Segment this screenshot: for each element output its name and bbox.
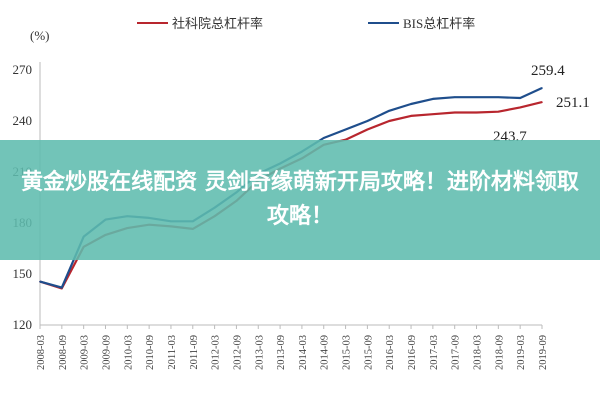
data-point [497, 96, 500, 98]
x-tick-label: 2010-09 [145, 335, 156, 370]
y-tick-label: 150 [13, 266, 33, 281]
legend-label-bis: BIS总杠杆率 [403, 16, 475, 31]
data-point [453, 96, 456, 98]
data-point [61, 286, 63, 289]
overlay-banner[interactable]: 黄金炒股在线配资 灵剑奇缘萌新开局攻略！进阶材料领取攻略！ [0, 140, 600, 260]
data-point [519, 97, 521, 99]
data-point [475, 96, 478, 98]
x-tick-label: 2018-09 [494, 335, 505, 370]
x-tick-label: 2013-09 [276, 335, 287, 370]
data-point [497, 110, 500, 113]
y-tick-label: 120 [13, 317, 33, 332]
data-point [432, 98, 434, 100]
x-tick-label: 2012-09 [232, 335, 243, 370]
y-tick-label: 270 [13, 62, 33, 77]
data-point [541, 87, 543, 89]
data-point [519, 106, 521, 109]
data-point [475, 111, 478, 114]
x-tick-label: 2014-09 [320, 335, 331, 370]
legend: 社科院总杠杆率 BIS总杠杆率 [137, 16, 475, 31]
x-tick-label: 2015-03 [342, 335, 353, 370]
data-point [541, 101, 543, 103]
x-tick-label: 2019-09 [538, 335, 549, 370]
y-tick-label: 240 [13, 113, 33, 128]
x-tick-label: 2008-03 [36, 335, 47, 370]
legend-label-social-science: 社科院总杠杆率 [172, 16, 263, 31]
x-tick-label: 2017-09 [451, 335, 462, 370]
x-tick-label: 2009-03 [80, 335, 91, 370]
data-point [432, 113, 434, 115]
x-tick-label: 2008-09 [58, 335, 69, 370]
x-tick-label: 2011-03 [167, 335, 178, 370]
x-tick-label: 2014-03 [298, 335, 309, 370]
data-point [366, 128, 369, 131]
x-axis: 2008-03 2008-09 2009-03 2009-09 2010-03 2010-… [36, 324, 549, 370]
data-point [39, 280, 41, 283]
x-tick-label: 2019-03 [516, 335, 527, 370]
data-point [388, 120, 391, 122]
annotation-bis-end: 259.4 [531, 63, 565, 79]
x-tick-label: 2011-09 [189, 335, 200, 370]
x-tick-label: 2015-09 [363, 335, 374, 370]
data-point [366, 120, 369, 122]
x-tick-label: 2016-09 [407, 335, 418, 370]
overlay-text[interactable]: 黄金炒股在线配资 灵剑奇缘萌新开局攻略！进阶材料领取攻略！ [21, 170, 579, 229]
annotation-social-science-end: 251.1 [556, 95, 590, 111]
x-tick-label: 2010-03 [123, 335, 134, 370]
x-tick-label: 2016-03 [385, 335, 396, 370]
x-tick-label: 2017-03 [429, 335, 440, 370]
x-tick-label: 2018-03 [473, 335, 484, 370]
data-point [453, 111, 456, 114]
data-point [410, 115, 412, 117]
x-tick-label: 2012-03 [211, 335, 222, 370]
y-axis-label: (%) [30, 28, 50, 43]
x-tick-label: 2009-09 [101, 335, 112, 370]
data-point [410, 103, 412, 105]
data-point [388, 110, 391, 112]
data-point [344, 128, 347, 131]
data-point [322, 137, 325, 139]
x-tick-label: 2013-03 [254, 335, 265, 370]
